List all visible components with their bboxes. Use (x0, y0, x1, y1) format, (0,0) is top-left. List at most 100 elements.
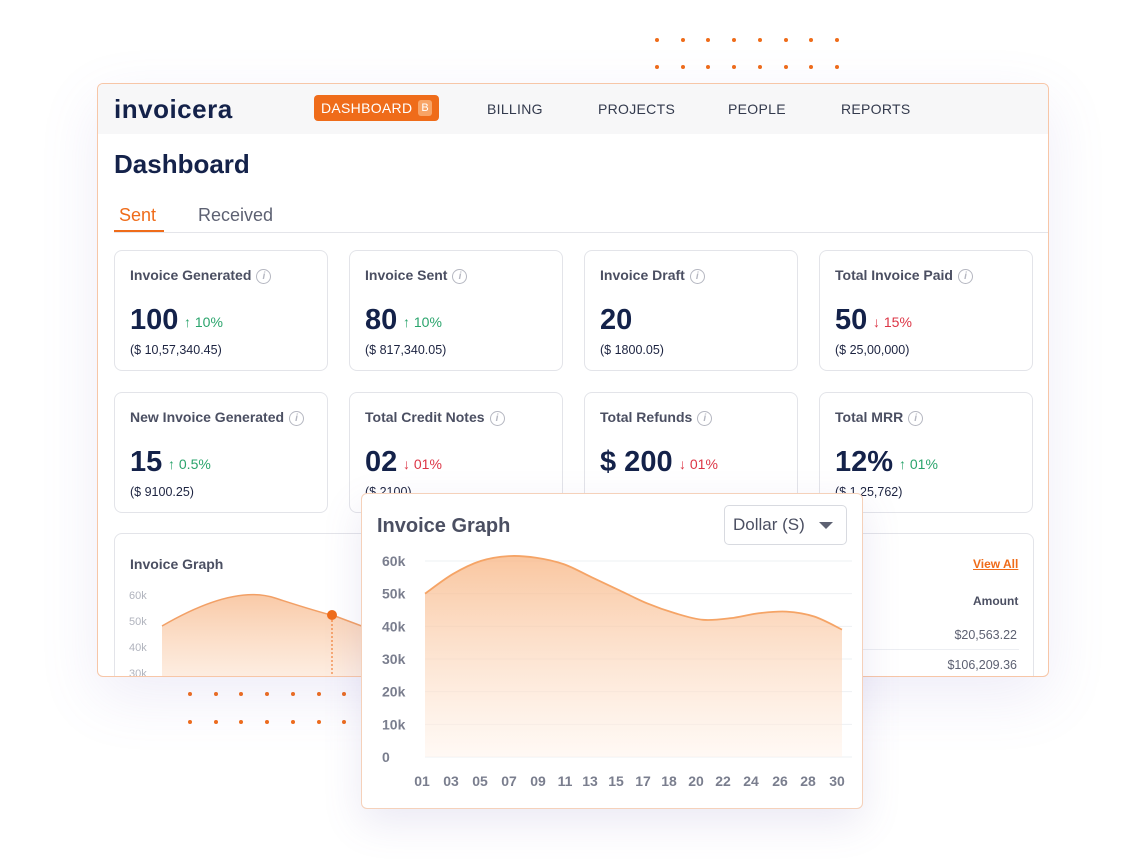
decorative-dot (680, 38, 685, 42)
stat-card-change: ↑ 10% (184, 314, 223, 330)
chart-data-point[interactable] (728, 615, 734, 621)
info-icon[interactable]: i (489, 411, 505, 426)
x-tick-label: 28 (800, 773, 816, 789)
decorative-dot (783, 38, 788, 42)
decorative-dot (342, 692, 347, 696)
chevron-down-icon (818, 521, 833, 529)
decorative-dot (809, 65, 814, 69)
chart-area-fill (425, 555, 842, 757)
mini-graph-line (161, 593, 376, 632)
stat-card[interactable]: Total Invoice Paid i 50 ↓ 15% ($ 25,00,000) (819, 250, 1033, 371)
x-tick-label: 01 (414, 773, 430, 789)
stat-card[interactable]: Total MRR i 12% ↑ 01% ($ 1,25,762) (819, 392, 1033, 513)
stat-card-label: Invoice Sent i (365, 267, 468, 284)
decorative-dot (316, 720, 321, 724)
info-icon[interactable]: i (908, 411, 924, 426)
stat-card-label: Total Invoice Paid i (835, 267, 973, 284)
decorative-dot (342, 720, 347, 724)
mini-y-tick: 30k (129, 668, 147, 677)
chart-data-point[interactable] (505, 553, 511, 559)
nav-item-projects[interactable]: PROJECTS (598, 101, 676, 117)
chart-data-point[interactable] (478, 558, 484, 564)
decorative-dot (213, 720, 218, 724)
chart-data-point[interactable] (783, 609, 789, 615)
chart-data-point[interactable] (450, 571, 456, 577)
y-tick-label: 50k (382, 586, 406, 602)
stat-card-label-text: Total MRR (835, 409, 904, 425)
x-tick-label: 09 (530, 773, 546, 789)
stat-card-amount: ($ 25,00,000) (835, 343, 910, 357)
chart-series-line (424, 555, 843, 631)
stat-card[interactable]: Invoice Generated i 100 ↑ 10% ($ 10,57,340.4… (114, 250, 328, 371)
x-tick-label: 30 (829, 773, 845, 789)
chart-data-point[interactable] (672, 610, 678, 616)
invoice-graph-popup: Invoice Graph Dollar (S) 60k 50k 40k 30k 20k… (361, 493, 863, 809)
row-divider (855, 649, 1019, 650)
x-tick-label: 13 (582, 773, 598, 789)
decorative-dot (783, 65, 788, 69)
tab-received[interactable]: Received (198, 205, 274, 225)
stat-card-value: 12% (835, 446, 894, 478)
stat-card-label-text: Invoice Generated (130, 267, 252, 283)
stat-card-value: 20 (600, 304, 633, 336)
nav-item-billing[interactable]: BILLING (487, 101, 543, 117)
decorative-dot (188, 720, 192, 724)
stat-card-amount: ($ 10,57,340.45) (130, 343, 222, 357)
decorative-dot (213, 692, 218, 696)
info-icon[interactable]: i (289, 411, 305, 426)
decorative-dot (809, 38, 814, 42)
stat-card[interactable]: Total Refunds i $ 200 ↓ 01% (584, 392, 798, 513)
stat-card-value: $ 200 (600, 446, 673, 478)
chart-data-point[interactable] (700, 617, 706, 623)
currency-select[interactable]: Dollar (S) (724, 505, 847, 545)
decorative-dot (655, 38, 659, 42)
stat-card-change: ↑ 0.5% (168, 456, 211, 472)
chart-data-point[interactable] (811, 614, 817, 620)
info-icon[interactable]: i (958, 269, 973, 284)
mini-graph-hover-point[interactable] (327, 610, 337, 620)
y-tick-label: 40k (382, 618, 406, 634)
decorative-dot (655, 65, 659, 69)
stat-card-label-text: Invoice Sent (365, 267, 448, 283)
stat-card-value: 100 (130, 304, 179, 336)
tab-sent[interactable]: Sent (119, 205, 157, 225)
invoice-area-chart: 60k 50k 40k 30k 20k 10k 0 01 03 05 07 09 11 13 15 17 18 2… (382, 553, 852, 789)
decorative-dot (239, 720, 244, 724)
x-tick-label: 11 (558, 773, 573, 789)
decorative-dot (706, 38, 711, 42)
chart-data-point[interactable] (561, 561, 567, 567)
info-icon[interactable]: i (689, 269, 705, 284)
chart-data-point[interactable] (589, 574, 595, 580)
mini-y-tick: 60k (129, 590, 147, 602)
info-icon[interactable]: i (452, 269, 468, 284)
stat-card-label-text: Total Invoice Paid (835, 267, 953, 283)
chart-data-point[interactable] (644, 600, 650, 606)
x-tick-label: 17 (635, 773, 651, 789)
nav-item-people[interactable]: PEOPLE (728, 101, 786, 117)
chart-data-point[interactable] (422, 591, 428, 597)
nav-item-dashboard-label: DASHBOARD (321, 100, 413, 116)
invoicera-logo[interactable]: invoicera (114, 94, 233, 124)
view-all-link[interactable]: View All (973, 557, 1019, 571)
y-tick-label: 60k (382, 553, 406, 569)
nav-item-dashboard[interactable]: DASHBOARD B (314, 95, 440, 121)
stat-card-value: 80 (365, 304, 398, 336)
info-icon[interactable]: i (697, 411, 713, 426)
stat-card-label: Total Credit Notes i (365, 409, 505, 426)
stat-card[interactable]: Invoice Draft i 20 ($ 1800.05) (584, 250, 798, 371)
chart-data-point[interactable] (756, 610, 762, 616)
chart-data-point[interactable] (617, 587, 623, 593)
stat-card-change: ↑ 10% (403, 314, 442, 330)
decorative-dot (680, 65, 685, 69)
chart-data-point[interactable] (533, 555, 539, 561)
stat-card[interactable]: Total Credit Notes i 02 ↓ 01% ($ 2100) (349, 392, 563, 513)
y-tick-label: 30k (382, 651, 406, 667)
nav-item-reports[interactable]: REPORTS (841, 101, 911, 117)
stat-card[interactable]: New Invoice Generated i 15 ↑ 0.5% ($ 9100.25… (114, 392, 328, 513)
stat-card-label: New Invoice Generated i (130, 409, 305, 426)
info-icon[interactable]: i (256, 269, 272, 284)
stat-card-change: ↓ 01% (403, 456, 442, 472)
chart-data-point[interactable] (839, 627, 845, 633)
stat-card[interactable]: Invoice Sent i 80 ↑ 10% ($ 817,340.05) (349, 250, 563, 371)
decorative-dot (239, 692, 244, 696)
